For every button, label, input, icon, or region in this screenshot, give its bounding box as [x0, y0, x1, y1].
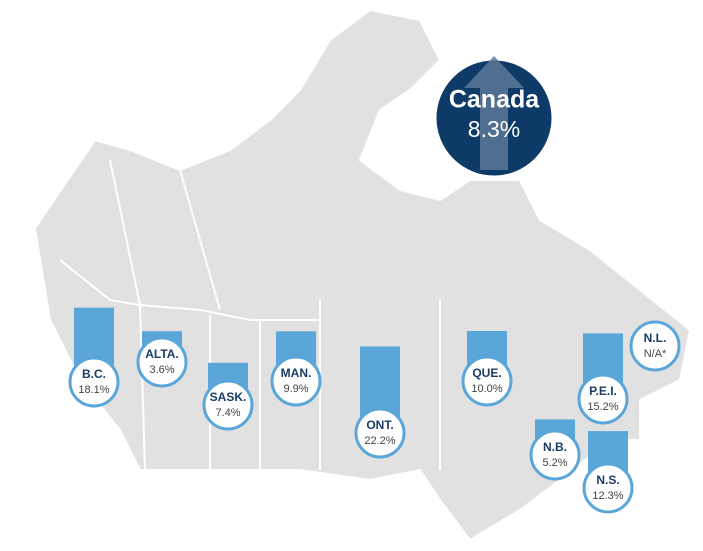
- national-value: 8.3%: [468, 116, 520, 142]
- province-label: ALTA.: [145, 347, 179, 361]
- province-label: P.E.I.: [589, 384, 617, 398]
- value-label: 10.0%: [471, 383, 502, 395]
- value-label: 9.9%: [283, 383, 308, 395]
- label-circle: [577, 373, 629, 425]
- label-circle: [529, 429, 581, 481]
- label-circle: [629, 320, 681, 372]
- label-circle: [270, 355, 322, 407]
- national-badge: Canada 8.3%: [431, 55, 557, 181]
- label-circle: [68, 356, 120, 408]
- up-arrow: [464, 56, 524, 170]
- province-label: ONT.: [366, 418, 393, 432]
- label-circle: [461, 355, 513, 407]
- label-circle: [202, 379, 254, 431]
- label-circle: [582, 462, 634, 514]
- national-label: Canada: [449, 86, 540, 114]
- value-label: 18.1%: [78, 384, 109, 396]
- value-label: 15.2%: [587, 401, 618, 413]
- province-label: MAN.: [281, 366, 312, 380]
- province-label: B.C.: [82, 367, 106, 381]
- value-label: 7.4%: [215, 407, 240, 419]
- value-label: 3.6%: [149, 364, 174, 376]
- value-label: 22.2%: [364, 435, 395, 447]
- value-label: N/A*: [644, 348, 667, 360]
- label-circle: [354, 407, 406, 459]
- value-label: 5.2%: [542, 457, 567, 469]
- label-circle: [136, 336, 188, 388]
- province-label: N.S.: [596, 473, 619, 487]
- province-label: N.B.: [543, 440, 567, 454]
- province-bars: B.C. 18.1% ALTA. 3.6% SASK. 7.4% MAN. 9.9% ONT. 2…: [68, 307, 681, 514]
- province-label: QUE.: [472, 366, 501, 380]
- province-label: N.L.: [644, 331, 667, 345]
- province-label: SASK.: [210, 390, 247, 404]
- value-label: 12.3%: [592, 490, 623, 502]
